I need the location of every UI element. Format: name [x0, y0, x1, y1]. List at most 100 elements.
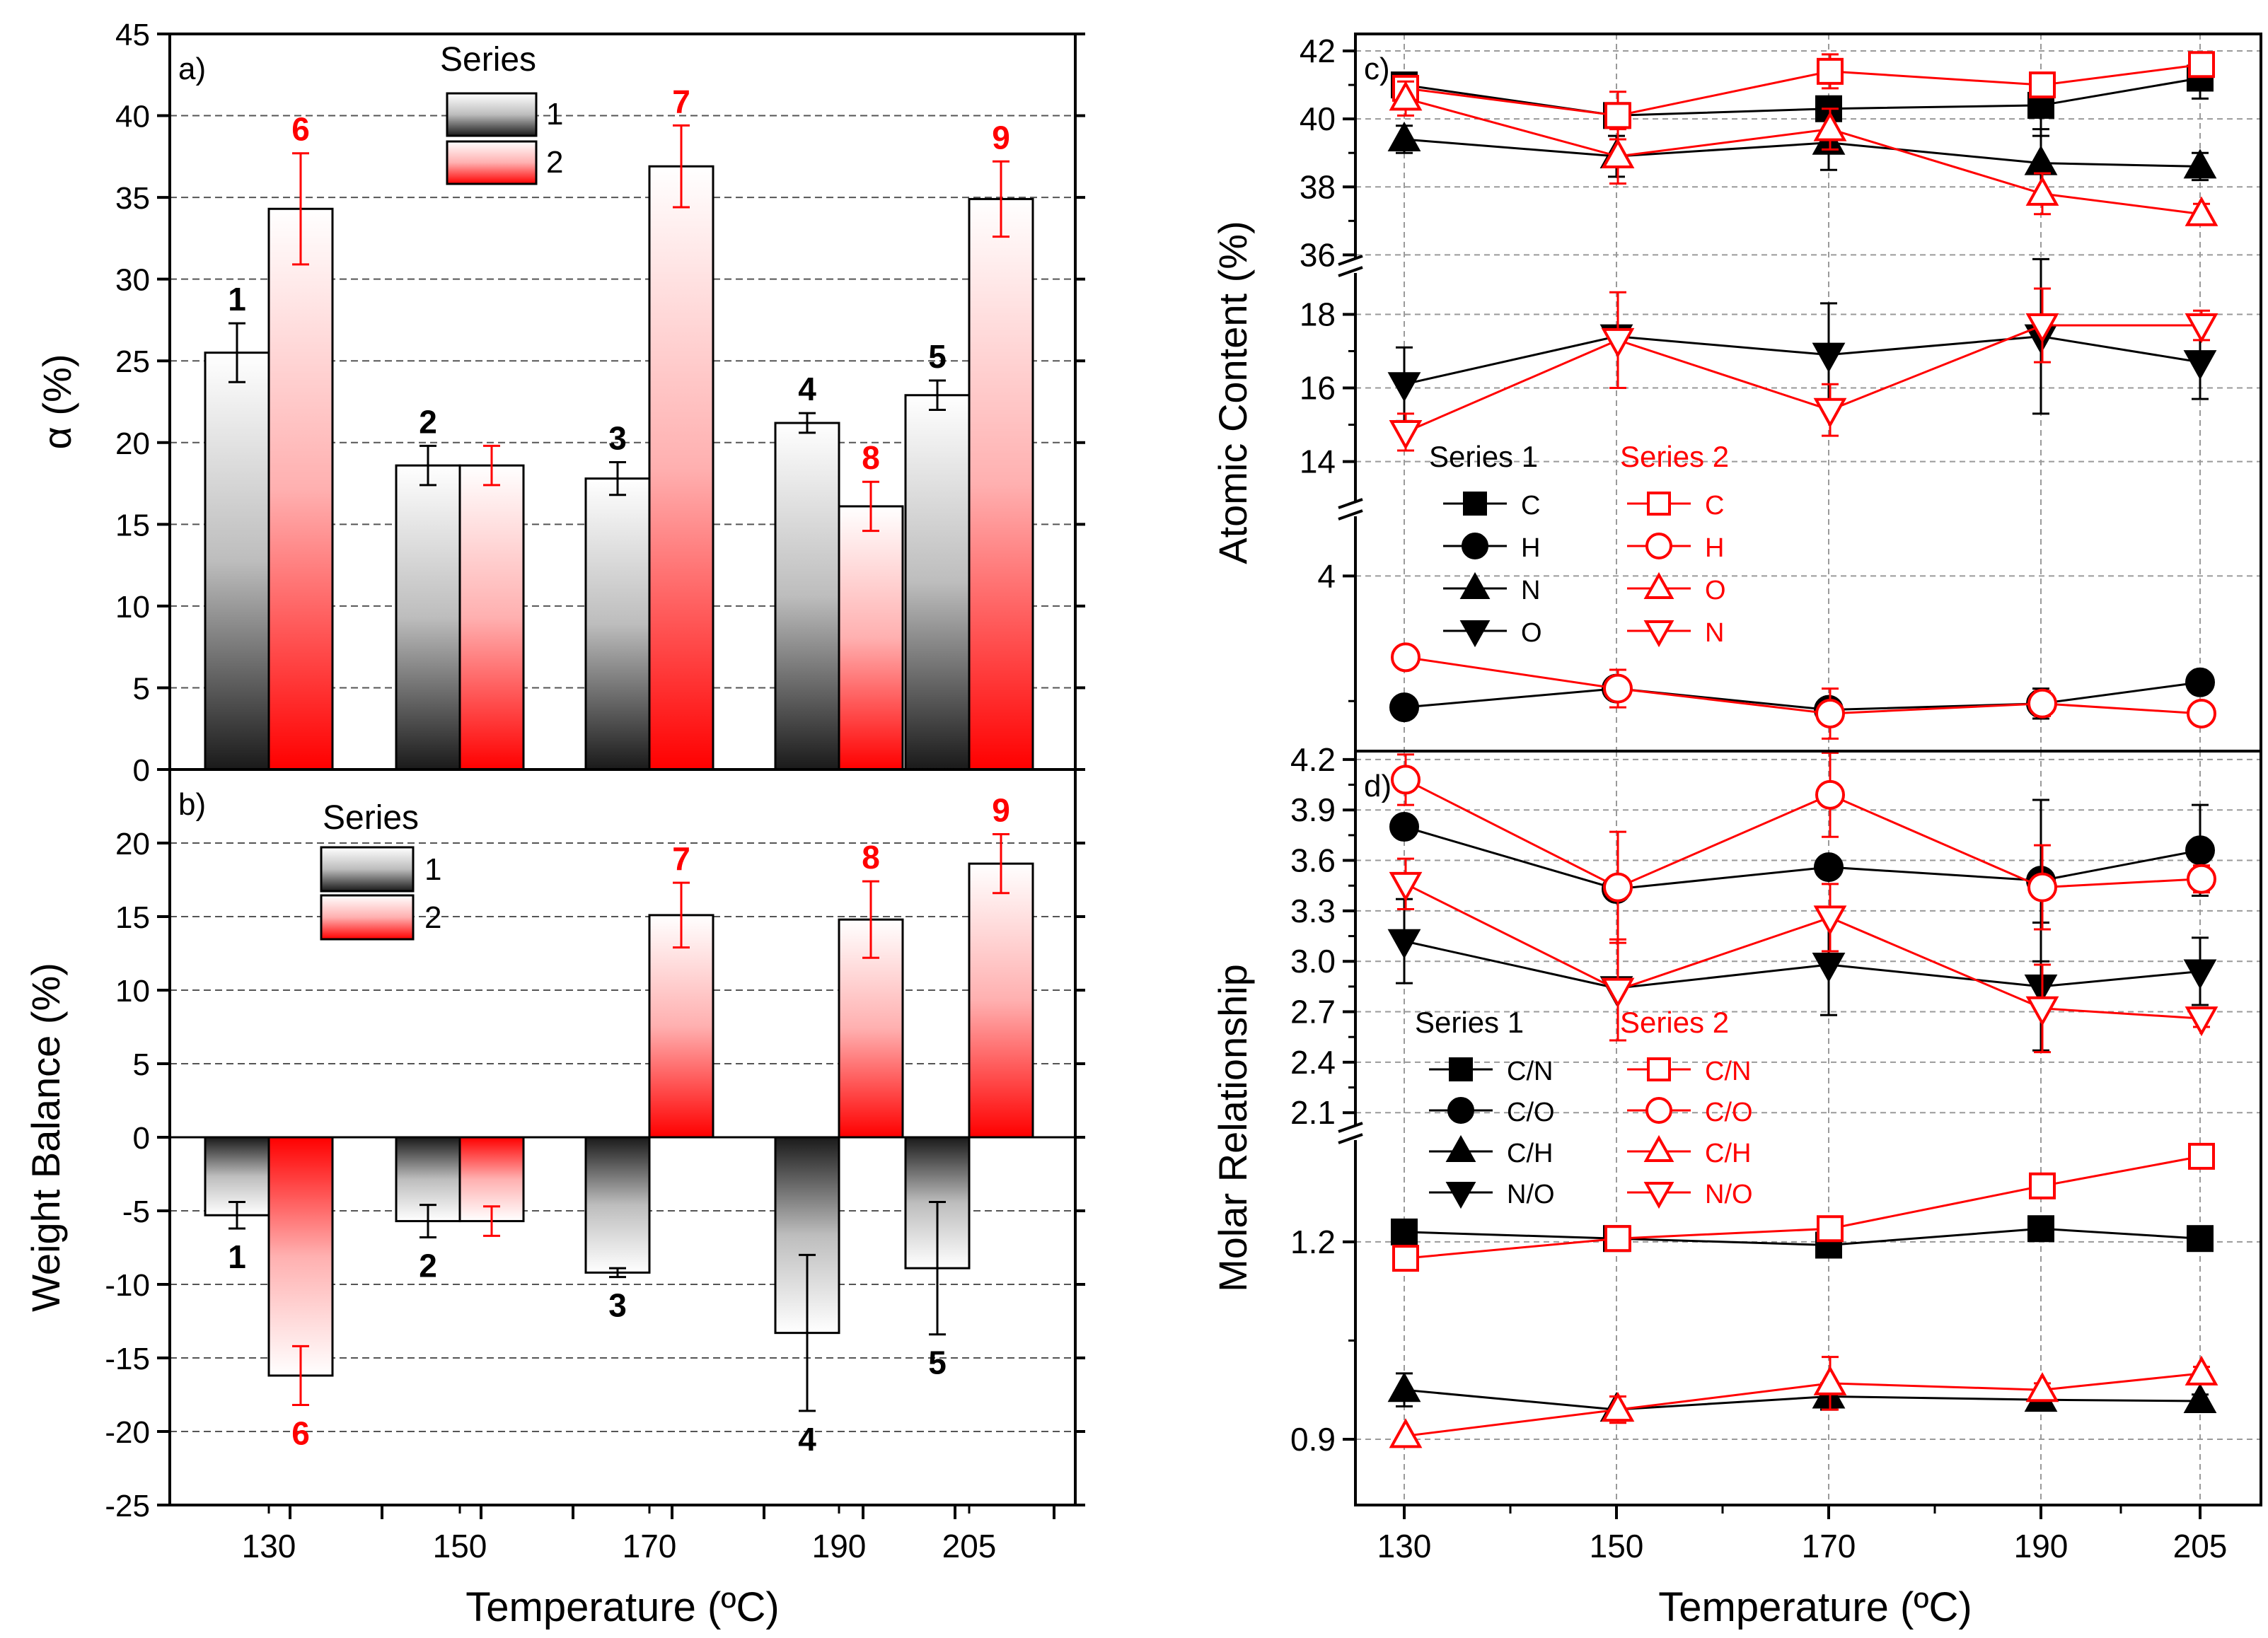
marker-circle	[2027, 872, 2057, 902]
panel-b-y-tick-label: -10	[105, 1268, 150, 1303]
panel-a-legend-swatch-2	[446, 140, 538, 185]
panel-b-legend: Series 1 2	[320, 799, 441, 941]
line-2-C	[1405, 63, 2202, 117]
marker-triangle-up	[1813, 111, 1847, 141]
legend-label-2-H: H	[1705, 533, 1724, 563]
bar-series2-130	[267, 207, 334, 771]
marker-circle	[2027, 688, 2057, 719]
panel-b-legend-label-1: 1	[424, 852, 441, 887]
marker-square	[1449, 1057, 1473, 1081]
bar-number-label: 9	[992, 792, 1010, 829]
marker-triangle-up	[1459, 571, 1491, 599]
panel-d-y-tick-label: 4.2	[1290, 741, 1336, 778]
marker-triangle-up	[1387, 121, 1421, 151]
panel-a-y-tick-label: 5	[133, 671, 150, 706]
marker-square	[1817, 1215, 1844, 1243]
marker-triangle-up	[1601, 1391, 1635, 1422]
bar-number-label: 1	[228, 1238, 246, 1275]
marker-circle	[2187, 864, 2216, 894]
marker-circle	[1391, 642, 1421, 673]
panel-d-y-tick-label: 3.9	[1290, 791, 1336, 828]
line-2-N	[1405, 324, 2202, 434]
panel-a-y-tick-label: 40	[115, 100, 150, 134]
panel-d-x-title: Temperature (ºC)	[1658, 1584, 1972, 1630]
panel-d-legend-title-2: Series 2	[1620, 1006, 1729, 1039]
bar-number-label: 8	[862, 839, 880, 876]
panel-c-y-tick-label: 14	[1300, 443, 1336, 480]
marker-triangle-down	[1387, 372, 1421, 402]
marker-triangle-down	[1459, 620, 1491, 648]
panel-c: 4 14 16 18 36 38 40 42 c) Atomic Content (%) Se…	[1210, 33, 2262, 753]
line-1-C/O	[1404, 825, 2201, 890]
legend-label-2-C/O: C/O	[1705, 1098, 1753, 1127]
panel-d: 0.9 1.2 2.1 2.4 2.7 3.0 3.3 3.6 3.9 4.2 130 150 170…	[1210, 741, 2262, 1630]
line-1-C/H	[1404, 1388, 2201, 1411]
marker-circle	[2185, 835, 2215, 866]
legend-label-2-O: O	[1705, 576, 1726, 605]
axis-break-mark	[1338, 498, 1363, 509]
marker-triangle-down	[1813, 905, 1847, 936]
marker-triangle-down	[1813, 397, 1847, 428]
panel-b-x-title: Temperature (ºC)	[465, 1584, 779, 1630]
marker-triangle-down	[1643, 1182, 1674, 1209]
marker-triangle-down	[1812, 342, 1846, 373]
panel-a-legend-label-2: 2	[546, 145, 563, 180]
legend-label-2-N: N	[1705, 618, 1724, 648]
marker-square	[2029, 1172, 2056, 1200]
panel-b-y-tick-label: -20	[105, 1415, 150, 1450]
panel-d-y-tick-label: 3.0	[1290, 943, 1336, 980]
panel-b-label: b)	[178, 787, 206, 822]
line-1-C/N	[1404, 1227, 2201, 1247]
marker-triangle-down	[1445, 1182, 1476, 1209]
marker-square	[1647, 1057, 1671, 1081]
panel-d-x-axis: 130 150 170 190 205	[1377, 1505, 2228, 1564]
marker-circle	[1645, 1097, 1672, 1124]
marker-circle	[1645, 533, 1672, 559]
legend-label-1-O: O	[1521, 618, 1542, 648]
bar-number-label: 9	[992, 119, 1010, 156]
panel-b-y-tick-label: 15	[115, 900, 150, 935]
marker-triangle-down	[2183, 350, 2217, 381]
legend-label-1-C/N: C/N	[1507, 1057, 1553, 1086]
marker-triangle-up	[1445, 1134, 1476, 1162]
panel-a-legend: Series 1 2	[440, 41, 563, 185]
panel-d-y-tick-label: 0.9	[1290, 1421, 1336, 1458]
bar-number-label: 4	[798, 1421, 816, 1458]
bar-number-label: 2	[419, 403, 437, 440]
marker-triangle-down	[1643, 620, 1674, 648]
panel-c-frame	[1354, 33, 2262, 753]
panel-d-x-tick-label: 205	[2173, 1528, 2228, 1564]
panel-a-y-tick-label: 10	[115, 590, 150, 625]
marker-triangle-down	[2183, 959, 2217, 989]
marker-circle	[1603, 872, 1633, 902]
panel-d-y-axis: 0.9 1.2 2.1 2.4 2.7 3.0 3.3 3.6 3.9 4.2	[1290, 741, 1365, 1458]
line-1-C	[1404, 76, 2201, 117]
panel-b-x-tick-label: 170	[623, 1528, 677, 1564]
panel-a-legend-swatch-1	[446, 92, 538, 137]
line-2-O	[1405, 97, 2202, 216]
bar-series2-170	[648, 914, 714, 1139]
marker-circle	[1391, 765, 1421, 795]
marker-triangle-up	[1643, 1134, 1674, 1162]
panel-d-y-title: Molar Relationship	[1210, 964, 1255, 1292]
panel-c-legend-title-2: Series 2	[1620, 440, 1729, 473]
panel-c-y-tick-label: 16	[1300, 370, 1336, 407]
marker-triangle-down	[2024, 974, 2058, 1005]
bar-series1-170	[584, 477, 651, 771]
marker-triangle-down	[2025, 313, 2059, 344]
bar-series1-170	[584, 1136, 651, 1274]
panel-a-bars	[204, 124, 1034, 771]
panel-a-y-title: α (%)	[35, 354, 79, 449]
panel-d-legend: Series 1 Series 2 C/N C/O C/H N/O C/N C/O C/H N/O	[1415, 1006, 1753, 1209]
panel-a-y-tick-label: 25	[115, 344, 150, 379]
panel-b-x-tick-label: 130	[242, 1528, 296, 1564]
line-2-C/O	[1405, 779, 2202, 889]
panel-a-legend-label-1: 1	[546, 97, 563, 132]
panel-c-y-axis: 4 14 16 18 36 38 40 42	[1300, 33, 1365, 702]
marker-circle	[1815, 779, 1845, 810]
line-2-N/O	[1405, 883, 2202, 1020]
panel-d-x-tick-label: 170	[1802, 1528, 1856, 1564]
marker-circle	[1462, 533, 1488, 559]
legend-label-1-N: N	[1521, 576, 1540, 605]
